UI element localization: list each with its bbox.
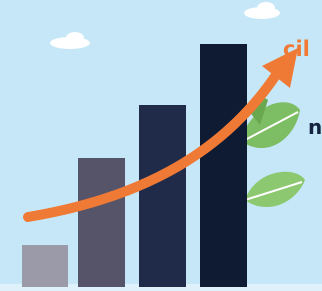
subheading-fragment: n (308, 115, 322, 139)
illustration: cil n (0, 0, 322, 291)
bar (139, 105, 186, 287)
bar (78, 158, 125, 287)
cloud (66, 32, 84, 44)
page: cil n (() => { const data = JSON.parse(d… (0, 0, 322, 291)
cloud (257, 2, 275, 14)
bar (200, 44, 247, 287)
bar (22, 245, 68, 287)
